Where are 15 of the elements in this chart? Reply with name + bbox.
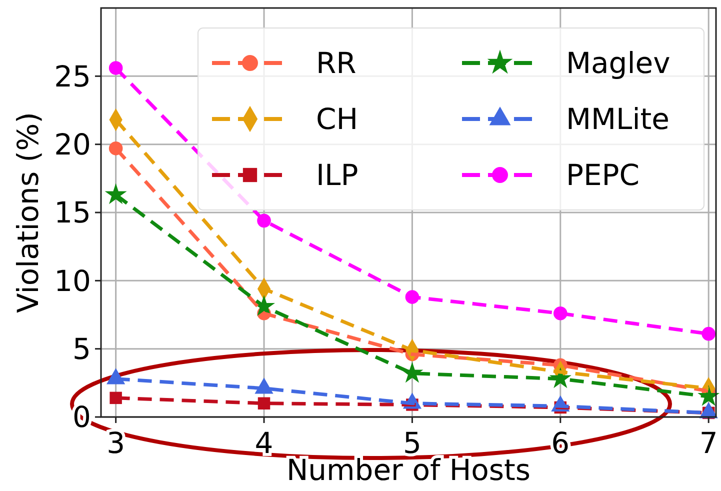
y-axis-title: Violations (%) — [11, 112, 45, 313]
x-tick-label: 3 — [106, 426, 126, 460]
x-tick-label: 7 — [699, 426, 718, 460]
legend-label: ILP — [316, 158, 358, 192]
y-tick-label: 25 — [54, 59, 91, 94]
legend-label: PEPC — [566, 158, 640, 192]
legend-label: RR — [316, 46, 356, 80]
legend-label: MMLite — [566, 102, 670, 136]
y-tick-label: 15 — [54, 196, 91, 230]
legend-label: CH — [316, 102, 358, 136]
x-tick-label: 4 — [254, 426, 274, 460]
y-tick-label: 5 — [72, 332, 91, 366]
y-tick-label: 20 — [54, 127, 91, 162]
legend-label: Maglev — [566, 46, 670, 80]
y-tick-label: 10 — [54, 264, 91, 298]
